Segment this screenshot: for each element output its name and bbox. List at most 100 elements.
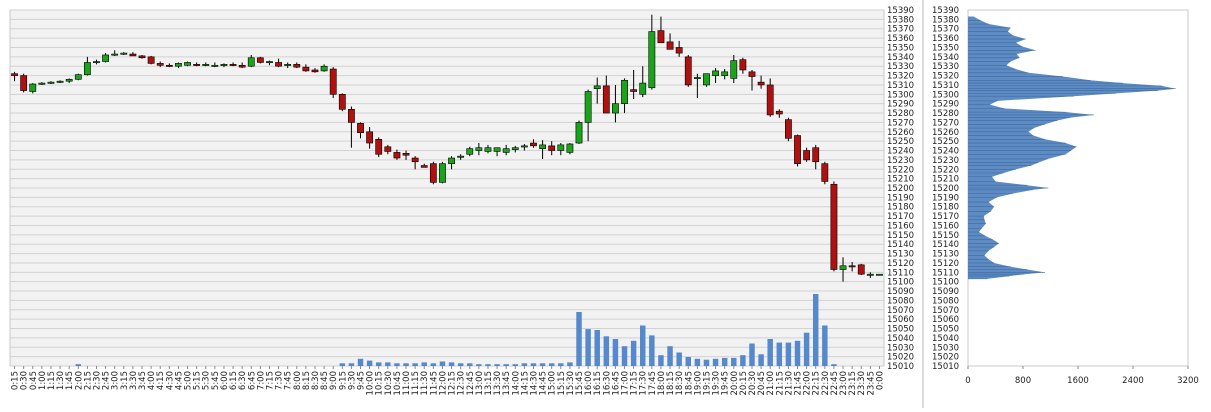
profile-price-tick-label: 15100	[932, 278, 959, 288]
time-tick-label: 16:45	[611, 371, 621, 396]
price-tick-label: 15040	[887, 334, 914, 344]
price-tick-label: 15220	[887, 165, 914, 175]
profile-price-tick-label: 15030	[932, 343, 959, 353]
profile-price-tick-label: 15340	[932, 53, 959, 63]
price-tick-label: 15310	[887, 81, 914, 91]
time-tick-label: 6:00	[220, 371, 230, 390]
profile-price-tick-label: 15330	[932, 62, 959, 72]
profile-price-tick-label: 15130	[932, 250, 959, 260]
volume-bar	[394, 363, 400, 366]
candle-body	[65, 79, 73, 82]
time-tick-label: 5:15	[193, 371, 203, 390]
price-tick-label: 15300	[887, 90, 914, 100]
time-tick-label: 9:15	[338, 371, 348, 390]
profile-price-tick-label: 15020	[932, 353, 959, 363]
time-tick-label: 17:15	[630, 371, 640, 396]
candle-body	[320, 65, 328, 72]
volume-bar	[776, 342, 783, 366]
candlesticks	[11, 14, 883, 282]
volume-bar	[640, 325, 646, 366]
profile-price-tick-label: 15280	[932, 109, 959, 119]
price-tick-label: 15150	[887, 231, 914, 241]
time-tick-label: 2:45	[102, 371, 112, 390]
time-tick-label: 16:15	[593, 371, 603, 396]
candle-body	[256, 57, 264, 63]
candle-body	[138, 55, 146, 59]
time-tick-label: 21:15	[775, 371, 785, 396]
volume-bar	[649, 335, 655, 366]
time-axis: 0:15 0:30 0:45 1:00 1:15 1:30 1:45 2:00 2:15 2:30…	[11, 366, 885, 396]
profile-price-tick-label: 15260	[932, 128, 959, 138]
candle-body	[293, 64, 301, 68]
time-tick-label: 23:45	[866, 371, 876, 396]
price-tick-label: 15260	[887, 128, 914, 138]
time-tick-label: 17:30	[639, 371, 649, 396]
candle-body	[857, 264, 865, 275]
candle-body	[548, 145, 556, 151]
time-tick-label: 13:15	[484, 371, 494, 396]
volume-bar	[676, 352, 682, 366]
time-tick-label: 19:00	[693, 371, 703, 396]
time-tick-label: 18:00	[657, 371, 667, 396]
candle-body	[38, 82, 46, 85]
time-tick-label: 10:00	[366, 371, 376, 396]
candle-body	[302, 66, 310, 72]
volume-bar	[467, 363, 473, 366]
volume-bar	[430, 363, 437, 366]
volume-bar	[603, 336, 610, 366]
volume-bar	[421, 362, 427, 366]
candle-body	[29, 83, 37, 92]
candle-body	[193, 64, 201, 66]
price-tick-label: 15170	[887, 212, 914, 222]
time-tick-label: 10:30	[384, 371, 394, 396]
profile-price-tick-label: 15090	[932, 287, 959, 297]
price-tick-label: 15210	[887, 175, 914, 185]
time-tick-label: 23:30	[857, 371, 867, 396]
candle-body	[384, 146, 392, 152]
candle-body	[448, 157, 455, 164]
candle-body	[202, 64, 210, 66]
time-tick-label: 14:00	[511, 371, 521, 396]
volume-bar	[75, 364, 82, 366]
time-tick-label: 0:15	[11, 371, 21, 390]
time-tick-label: 1:30	[56, 371, 66, 390]
time-tick-label: 11:30	[420, 371, 430, 396]
candle-body	[284, 64, 292, 66]
time-tick-label: 8:00	[293, 371, 303, 390]
price-tick-label: 15030	[887, 343, 914, 353]
volume-bar	[485, 364, 491, 366]
price-tick-label: 15140	[887, 240, 914, 250]
price-tick-label: 15350	[887, 43, 914, 53]
candle-body	[329, 68, 337, 95]
time-tick-label: 13:00	[475, 371, 485, 396]
price-tick-label: 15380	[887, 15, 914, 25]
time-tick-label: 8:45	[320, 371, 330, 390]
price-tick-label: 15230	[887, 156, 914, 166]
time-tick-label: 10:15	[375, 371, 385, 396]
volume-bar	[448, 362, 455, 366]
price-tick-label: 15360	[887, 34, 914, 44]
time-tick-label: 22:15	[812, 371, 822, 396]
candle-body	[876, 273, 883, 276]
price-tick-label: 15370	[887, 25, 914, 35]
volume-bar	[476, 364, 482, 366]
volume-bar	[530, 363, 537, 366]
candle-body	[93, 61, 100, 64]
price-tick-label: 15070	[887, 306, 914, 316]
profile-price-tick-label: 15170	[932, 212, 959, 222]
volume-bar	[521, 363, 528, 366]
volume-bar	[667, 346, 673, 366]
time-tick-label: 13:45	[502, 371, 512, 396]
time-tick-label: 6:15	[229, 371, 239, 390]
volume-bar	[385, 362, 391, 366]
time-tick-label: 4:00	[147, 371, 157, 390]
candle-body	[757, 81, 765, 86]
volume-bar	[539, 363, 546, 366]
candle-body	[420, 165, 428, 168]
candle-body	[812, 147, 820, 163]
candle-body	[848, 265, 856, 268]
price-tick-label: 15020	[887, 353, 914, 363]
volume-bars	[75, 294, 837, 366]
time-tick-label: 3:00	[111, 371, 121, 390]
